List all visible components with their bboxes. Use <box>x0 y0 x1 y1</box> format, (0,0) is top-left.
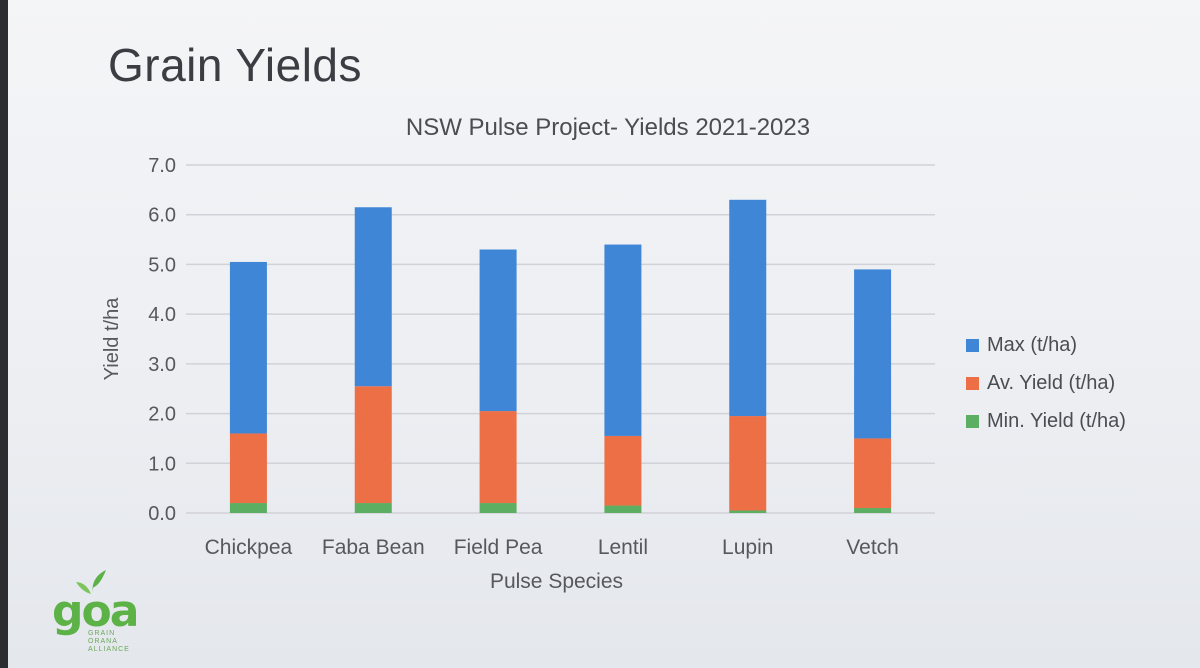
legend-label: Av. Yield (t/ha) <box>987 371 1116 394</box>
x-tick-label: Lentil <box>598 536 648 559</box>
bar-segment <box>229 433 267 504</box>
bar-segment <box>604 505 642 513</box>
bar-segment <box>729 199 767 417</box>
chart-legend: Max (t/ha) Av. Yield (t/ha) Min. Yield (t/… <box>966 326 1126 440</box>
x-tick-label: Faba Bean <box>322 536 425 559</box>
sprout-icon <box>76 570 106 596</box>
slide-title: Grain Yields <box>108 39 363 91</box>
bar-segment <box>479 411 517 504</box>
bar-segment <box>854 508 892 513</box>
bar-segment <box>604 435 642 506</box>
slide: Grain Yields NSW Pulse Project- Yields 2… <box>8 0 1200 668</box>
goa-logo: goa GRAIN ORANA ALLIANCE <box>52 566 152 661</box>
y-tick-label: 6.0 <box>148 205 176 227</box>
bar-segment <box>229 261 267 434</box>
legend-swatch <box>966 414 979 428</box>
legend-label: Max (t/ha) <box>987 333 1078 356</box>
logo-subtitle: GRAIN ORANA ALLIANCE <box>88 630 130 654</box>
legend-item: Max (t/ha) <box>966 326 1126 364</box>
bar-segment <box>854 269 892 439</box>
bar-segment <box>729 416 767 511</box>
y-tick-label: 7.0 <box>148 155 176 177</box>
y-tick-label: 2.0 <box>148 404 176 426</box>
bar-segment <box>479 249 517 412</box>
logo-sub-line: GRAIN <box>88 630 116 637</box>
legend-swatch <box>966 338 979 352</box>
legend-item: Min. Yield (t/ha) <box>966 402 1126 440</box>
x-tick-label: Lupin <box>722 536 773 559</box>
y-tick-label: 4.0 <box>148 304 176 326</box>
bar-segment <box>354 386 392 504</box>
y-tick-label: 1.0 <box>148 453 176 475</box>
y-tick-label: 5.0 <box>148 254 176 276</box>
logo-sub-line: ORANA <box>88 638 118 645</box>
x-axis-label: Pulse Species <box>490 570 623 593</box>
x-tick-label: Vetch <box>846 536 899 559</box>
bar-segment <box>604 244 642 436</box>
legend-swatch <box>966 376 979 390</box>
bar-segment <box>854 438 892 509</box>
y-tick-label: 0.0 <box>148 503 176 525</box>
legend-label: Min. Yield (t/ha) <box>987 409 1126 432</box>
x-tick-label: Chickpea <box>205 536 293 559</box>
bar-segment <box>229 503 267 513</box>
y-axis-label: Yield t/ha <box>101 297 123 381</box>
chart-title: NSW Pulse Project- Yields 2021-2023 <box>405 114 811 141</box>
bar-segment <box>729 510 767 513</box>
y-tick-label: 3.0 <box>148 354 176 376</box>
bar-segment <box>479 503 517 513</box>
x-tick-label: Field Pea <box>454 536 543 559</box>
legend-item: Av. Yield (t/ha) <box>966 364 1126 402</box>
bar-segment <box>354 503 392 513</box>
logo-sub-line: ALLIANCE <box>88 646 130 653</box>
logo-word: goa <box>52 586 139 637</box>
bar-segment <box>354 207 392 387</box>
